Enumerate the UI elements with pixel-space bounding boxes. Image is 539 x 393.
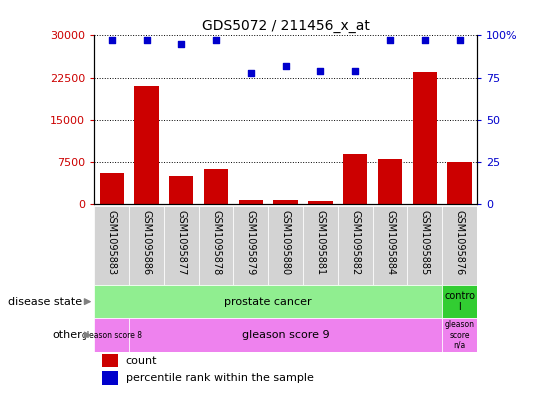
Bar xyxy=(134,86,158,204)
Bar xyxy=(308,201,333,204)
Text: gleason score 9: gleason score 9 xyxy=(242,330,329,340)
Text: GSM1095885: GSM1095885 xyxy=(420,210,430,275)
Bar xyxy=(164,206,199,285)
Bar xyxy=(102,354,118,367)
Bar xyxy=(129,206,164,285)
Text: contro
l: contro l xyxy=(444,291,475,312)
Text: disease state: disease state xyxy=(8,297,82,307)
Text: GSM1095880: GSM1095880 xyxy=(281,210,291,275)
Point xyxy=(281,62,290,69)
Text: gleason score 8: gleason score 8 xyxy=(82,331,142,340)
Point xyxy=(212,37,220,44)
Text: gleason
score
n/a: gleason score n/a xyxy=(445,320,475,350)
Text: GSM1095877: GSM1095877 xyxy=(176,210,186,275)
Bar xyxy=(268,206,303,285)
Point xyxy=(177,40,185,47)
Bar xyxy=(94,318,129,352)
Bar xyxy=(303,206,338,285)
Text: GSM1095881: GSM1095881 xyxy=(315,210,326,275)
Bar xyxy=(204,169,229,204)
Bar xyxy=(442,206,477,285)
Bar xyxy=(407,206,442,285)
Bar xyxy=(343,154,368,204)
Text: GSM1095882: GSM1095882 xyxy=(350,210,360,275)
Text: GSM1095878: GSM1095878 xyxy=(211,210,221,275)
Point xyxy=(351,68,360,74)
Text: other: other xyxy=(52,330,82,340)
Bar xyxy=(129,318,442,352)
Bar xyxy=(169,176,194,204)
Text: percentile rank within the sample: percentile rank within the sample xyxy=(126,373,314,384)
Bar xyxy=(413,72,437,204)
Point xyxy=(142,37,151,44)
Text: GSM1095883: GSM1095883 xyxy=(107,210,117,275)
Text: GSM1095884: GSM1095884 xyxy=(385,210,395,275)
Bar xyxy=(442,285,477,318)
Point xyxy=(107,37,116,44)
Title: GDS5072 / 211456_x_at: GDS5072 / 211456_x_at xyxy=(202,19,370,33)
Bar xyxy=(372,206,407,285)
Bar xyxy=(273,200,298,204)
Text: prostate cancer: prostate cancer xyxy=(224,297,312,307)
Bar xyxy=(102,371,118,385)
Point xyxy=(455,37,464,44)
Bar xyxy=(100,173,124,204)
Point xyxy=(246,70,255,76)
Point xyxy=(316,68,325,74)
Text: GSM1095886: GSM1095886 xyxy=(142,210,151,275)
Text: GSM1095879: GSM1095879 xyxy=(246,210,256,275)
Point xyxy=(386,37,395,44)
Bar xyxy=(239,200,263,204)
Text: GSM1095876: GSM1095876 xyxy=(454,210,465,275)
Text: count: count xyxy=(126,356,157,366)
Point xyxy=(420,37,429,44)
Bar xyxy=(378,159,402,204)
Bar xyxy=(442,318,477,352)
Bar xyxy=(199,206,233,285)
Bar xyxy=(338,206,372,285)
Bar xyxy=(447,162,472,204)
Bar xyxy=(94,206,129,285)
Bar xyxy=(233,206,268,285)
